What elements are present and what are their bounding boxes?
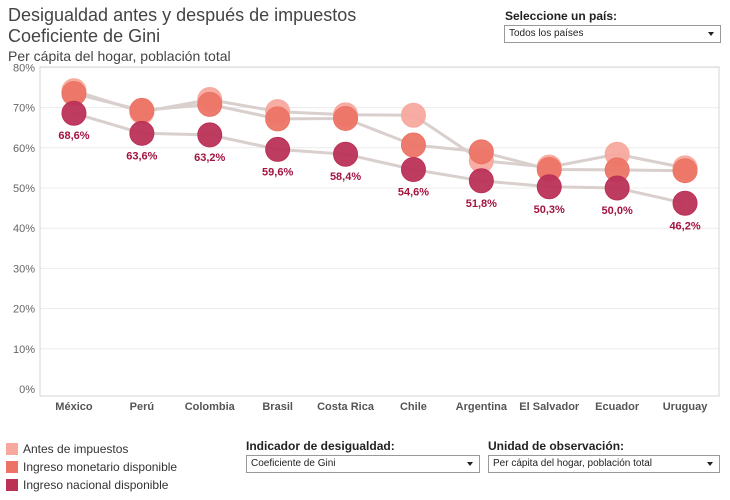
data-label: 63,2% bbox=[194, 152, 225, 164]
legend-label: Ingreso nacional disponible bbox=[23, 478, 169, 492]
country-select-label: Seleccione un país: bbox=[505, 9, 618, 23]
data-label: 50,0% bbox=[602, 205, 633, 217]
data-point bbox=[400, 102, 426, 128]
data-label: 51,8% bbox=[466, 198, 497, 210]
x-tick-label: Ecuador bbox=[595, 401, 640, 413]
indicator-select-label: Indicador de desigualdad: bbox=[246, 439, 395, 453]
legend: Antes de impuestos Ingreso monetario dis… bbox=[6, 440, 177, 494]
indicator-select-value: Coeficiente de Gini bbox=[251, 458, 336, 469]
plot-frame bbox=[39, 66, 720, 397]
series-line bbox=[73, 92, 686, 173]
data-point bbox=[265, 136, 291, 162]
y-tick-label: 40% bbox=[13, 223, 35, 235]
legend-swatch bbox=[6, 461, 18, 473]
y-tick-label: 70% bbox=[13, 103, 35, 115]
x-tick-label: Chile bbox=[400, 401, 427, 413]
data-point bbox=[672, 190, 698, 216]
series-line bbox=[73, 89, 686, 170]
chevron-down-icon bbox=[707, 462, 713, 466]
chart-area: 0% 10% 20% 30% 40% 50% 60% 70% 80% México Perú Colo… bbox=[13, 62, 720, 413]
chart-title-line2: Coeficiente de Gini bbox=[8, 26, 161, 46]
data-point bbox=[333, 141, 359, 167]
y-tick-label: 10% bbox=[13, 344, 35, 356]
data-point bbox=[468, 139, 494, 165]
legend-label: Ingreso monetario disponible bbox=[23, 460, 178, 474]
data-point bbox=[197, 91, 223, 117]
y-tick-label: 60% bbox=[13, 143, 35, 155]
y-tick-label: 50% bbox=[13, 183, 35, 195]
series-line bbox=[73, 111, 686, 205]
chart-title-line1: Desigualdad antes y después de impuestos bbox=[8, 5, 357, 25]
x-tick-label: México bbox=[55, 401, 93, 413]
x-tick-label: Argentina bbox=[456, 401, 508, 413]
data-point bbox=[333, 105, 359, 131]
data-point bbox=[400, 157, 426, 183]
legend-item-nacional[interactable]: Ingreso nacional disponible bbox=[6, 476, 177, 494]
country-select[interactable]: Todos los países bbox=[504, 25, 721, 43]
x-tick-label: Brasil bbox=[262, 401, 293, 413]
data-label: 50,3% bbox=[534, 204, 565, 216]
title-block: Desigualdad antes y después de impuestos… bbox=[8, 5, 356, 65]
chevron-down-icon bbox=[708, 32, 714, 36]
legend-item-monetario[interactable]: Ingreso monetario disponible bbox=[6, 458, 177, 476]
x-tick-label: Colombia bbox=[185, 401, 236, 413]
data-label: 68,6% bbox=[58, 130, 89, 142]
legend-swatch bbox=[6, 479, 18, 491]
indicator-select[interactable]: Coeficiente de Gini bbox=[246, 455, 480, 473]
x-tick-label: Perú bbox=[130, 401, 154, 413]
legend-item-antes[interactable]: Antes de impuestos bbox=[6, 440, 177, 458]
x-tick-label: El Salvador bbox=[519, 401, 580, 413]
data-point bbox=[468, 168, 494, 194]
data-label: 54,6% bbox=[398, 187, 429, 199]
unit-select-label: Unidad de observación: bbox=[488, 439, 625, 453]
data-point bbox=[129, 97, 155, 123]
x-tick-label: Costa Rica bbox=[317, 401, 375, 413]
data-point bbox=[129, 120, 155, 146]
legend-swatch bbox=[6, 443, 18, 455]
legend-label: Antes de impuestos bbox=[23, 442, 129, 456]
country-select-value: Todos los países bbox=[509, 28, 584, 39]
data-point bbox=[265, 106, 291, 132]
data-label: 58,4% bbox=[330, 171, 361, 183]
data-label: 59,6% bbox=[262, 166, 293, 178]
data-point bbox=[400, 132, 426, 158]
data-point bbox=[536, 174, 562, 200]
data-label: 63,6% bbox=[126, 150, 157, 162]
chevron-down-icon bbox=[467, 462, 473, 466]
unit-select-value: Per cápita del hogar, población total bbox=[493, 458, 652, 469]
data-point bbox=[672, 158, 698, 184]
chart-subtitle: Per cápita del hogar, población total bbox=[8, 48, 231, 64]
data-label: 46,2% bbox=[669, 220, 700, 232]
y-tick-label: 30% bbox=[13, 263, 35, 275]
data-point bbox=[61, 100, 87, 126]
x-tick-label: Uruguay bbox=[663, 401, 709, 413]
y-tick-label: 0% bbox=[19, 384, 35, 396]
y-tick-label: 20% bbox=[13, 304, 35, 316]
data-point bbox=[604, 175, 630, 201]
unit-select[interactable]: Per cápita del hogar, población total bbox=[488, 455, 720, 473]
y-tick-label: 80% bbox=[13, 62, 35, 74]
data-point bbox=[197, 122, 223, 148]
